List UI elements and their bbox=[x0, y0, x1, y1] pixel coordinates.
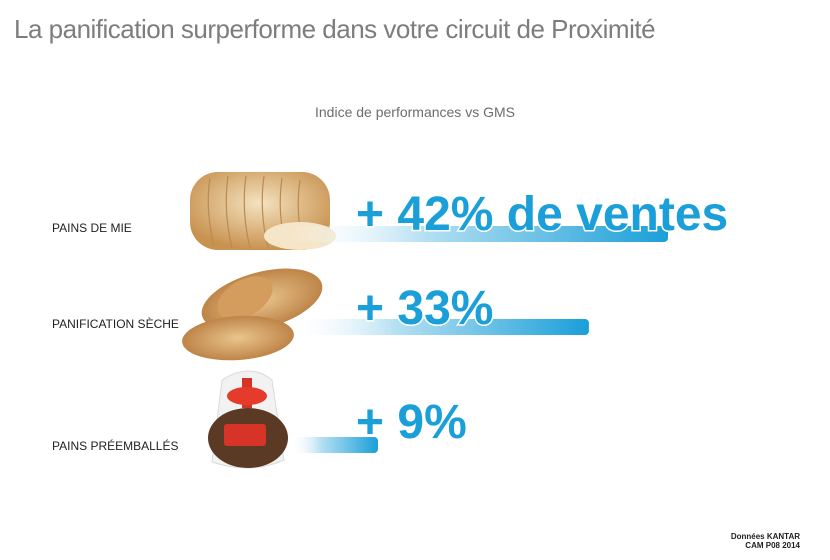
rusks-illustration bbox=[182, 268, 323, 361]
category-label-1: PAINS DE MIE bbox=[52, 221, 132, 235]
data-label-1: + 42% de ventes bbox=[356, 188, 728, 241]
bars-layer: PAINS DE MIE + 42% de ventes PANIFICATION … bbox=[52, 187, 730, 453]
bar-1 bbox=[290, 226, 668, 242]
data-label-3: + 9% bbox=[356, 396, 467, 449]
packaged-bread-illustration bbox=[208, 370, 288, 469]
chart-subtitle: Indice de performances vs GMS bbox=[315, 104, 515, 120]
category-label-3: PAINS PRÉEMBALLÉS bbox=[52, 438, 179, 453]
source-note: Données KANTAR CAM P08 2014 bbox=[731, 532, 800, 550]
bar-2 bbox=[290, 319, 589, 335]
source-line-2: CAM P08 2014 bbox=[745, 541, 800, 550]
category-label-2: PANIFICATION SÈCHE bbox=[52, 316, 179, 331]
data-label-2: + 33% bbox=[356, 282, 493, 335]
page-title: La panification surperforme dans votre c… bbox=[14, 14, 656, 44]
source-line-1: Données KANTAR bbox=[730, 532, 800, 541]
bar-3 bbox=[290, 437, 378, 453]
